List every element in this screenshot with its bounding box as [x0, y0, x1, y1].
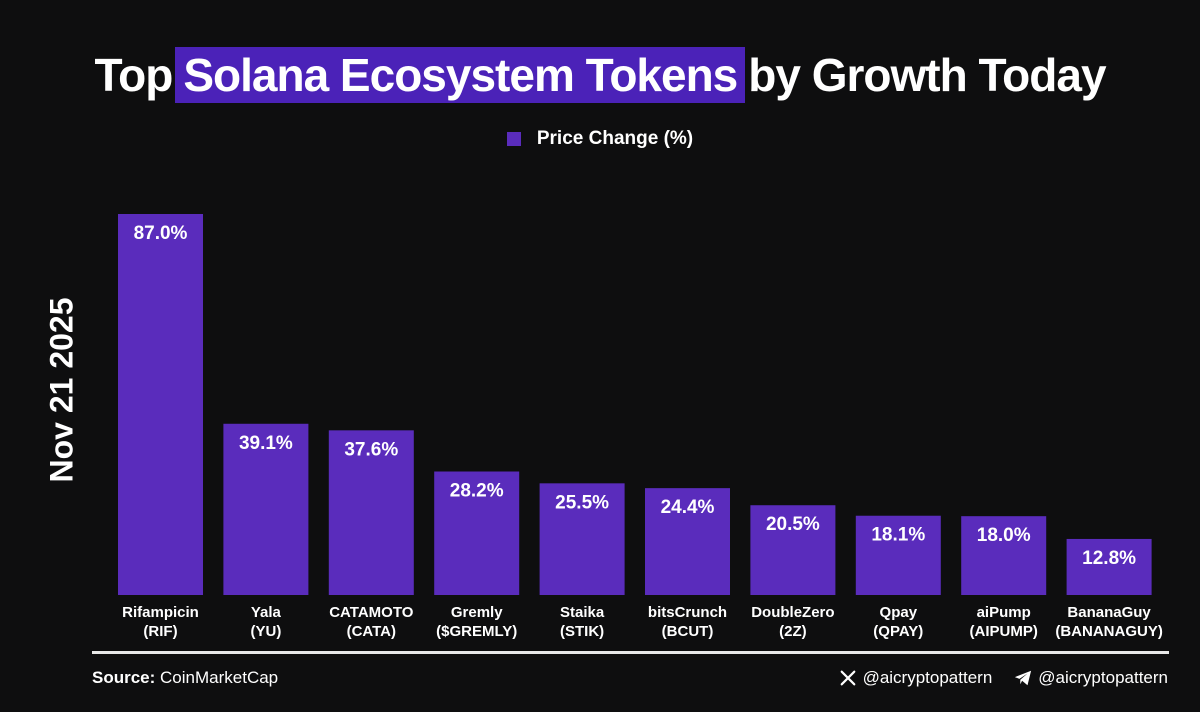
bar-qpay — [855, 515, 941, 595]
category-ticker-label: (AIPUMP) — [970, 623, 1038, 640]
category-ticker-label: (QPAY) — [873, 623, 923, 640]
category-tick-label: Gremly — [451, 604, 503, 621]
category-tick-label: CATAMOTO — [329, 604, 413, 621]
category-tick-label: Qpay — [880, 604, 918, 621]
title-prefix: Top — [94, 49, 173, 101]
telegram-icon — [1015, 670, 1032, 686]
telegram-handle-text: @aicryptopattern — [1038, 668, 1168, 687]
category-tick-label: aiPump — [977, 604, 1031, 621]
bar-gremly — [434, 471, 520, 595]
source-credit: Source: CoinMarketCap — [92, 668, 278, 688]
social-handles: @aicryptopattern @aicryptopattern — [817, 668, 1168, 688]
data-label: 39.1% — [239, 433, 293, 454]
data-label: 28.2% — [450, 481, 504, 502]
bar-catamoto — [328, 430, 414, 595]
data-label: 37.6% — [344, 439, 398, 460]
data-label: 24.4% — [661, 497, 715, 518]
data-label: 18.1% — [871, 525, 925, 546]
category-tick-label: Yala — [251, 604, 282, 621]
data-label: 87.0% — [134, 223, 188, 244]
data-label: 12.8% — [1082, 548, 1136, 569]
bar-doublezero — [750, 505, 836, 595]
category-ticker-label: (2Z) — [779, 623, 807, 640]
title-suffix: by Growth Today — [748, 49, 1106, 101]
category-tick-label: DoubleZero — [751, 604, 834, 621]
legend-label: Price Change (%) — [536, 128, 694, 149]
category-ticker-label: (BCUT) — [662, 623, 714, 640]
legend-swatch — [506, 132, 521, 146]
category-tick-label: bitsCrunch — [648, 604, 727, 621]
title-highlight: Solana Ecosystem Tokens — [175, 47, 746, 103]
category-ticker-label: (CATA) — [347, 623, 396, 640]
data-label: 18.0% — [977, 525, 1031, 546]
data-label: 20.5% — [766, 514, 820, 535]
category-ticker-label: (YU) — [250, 623, 281, 640]
category-ticker-label: ($GREMLY) — [436, 623, 517, 640]
category-tick-label: Rifampicin — [122, 604, 199, 621]
bar-aipump — [961, 516, 1047, 595]
source-label: Source: — [92, 668, 156, 687]
bar-staika — [539, 483, 625, 595]
category-tick-label: Staika — [560, 604, 605, 621]
category-ticker-label: (STIK) — [560, 623, 604, 640]
bar-yala — [223, 423, 309, 595]
category-ticker-label: (BANANAGUY) — [1055, 623, 1163, 640]
telegram-handle[interactable]: @aicryptopattern — [1014, 668, 1168, 688]
legend: Price Change (%) — [0, 128, 1200, 150]
x-handle-text: @aicryptopattern — [862, 668, 993, 687]
x-handle[interactable]: @aicryptopattern — [839, 668, 993, 688]
source-value: CoinMarketCap — [160, 668, 279, 687]
data-label: 25.5% — [555, 492, 609, 513]
category-ticker-label: (RIF) — [143, 623, 177, 640]
bar-bananaguy — [1066, 538, 1152, 595]
bar-rifampicin — [118, 214, 203, 595]
bar-bitscrunch — [645, 488, 730, 595]
category-tick-label: BananaGuy — [1067, 604, 1151, 621]
chart-title: Top Solana Ecosystem Tokens by Growth Toda… — [0, 47, 1200, 103]
x-logo-icon — [840, 670, 855, 686]
footer-divider — [92, 651, 1169, 654]
